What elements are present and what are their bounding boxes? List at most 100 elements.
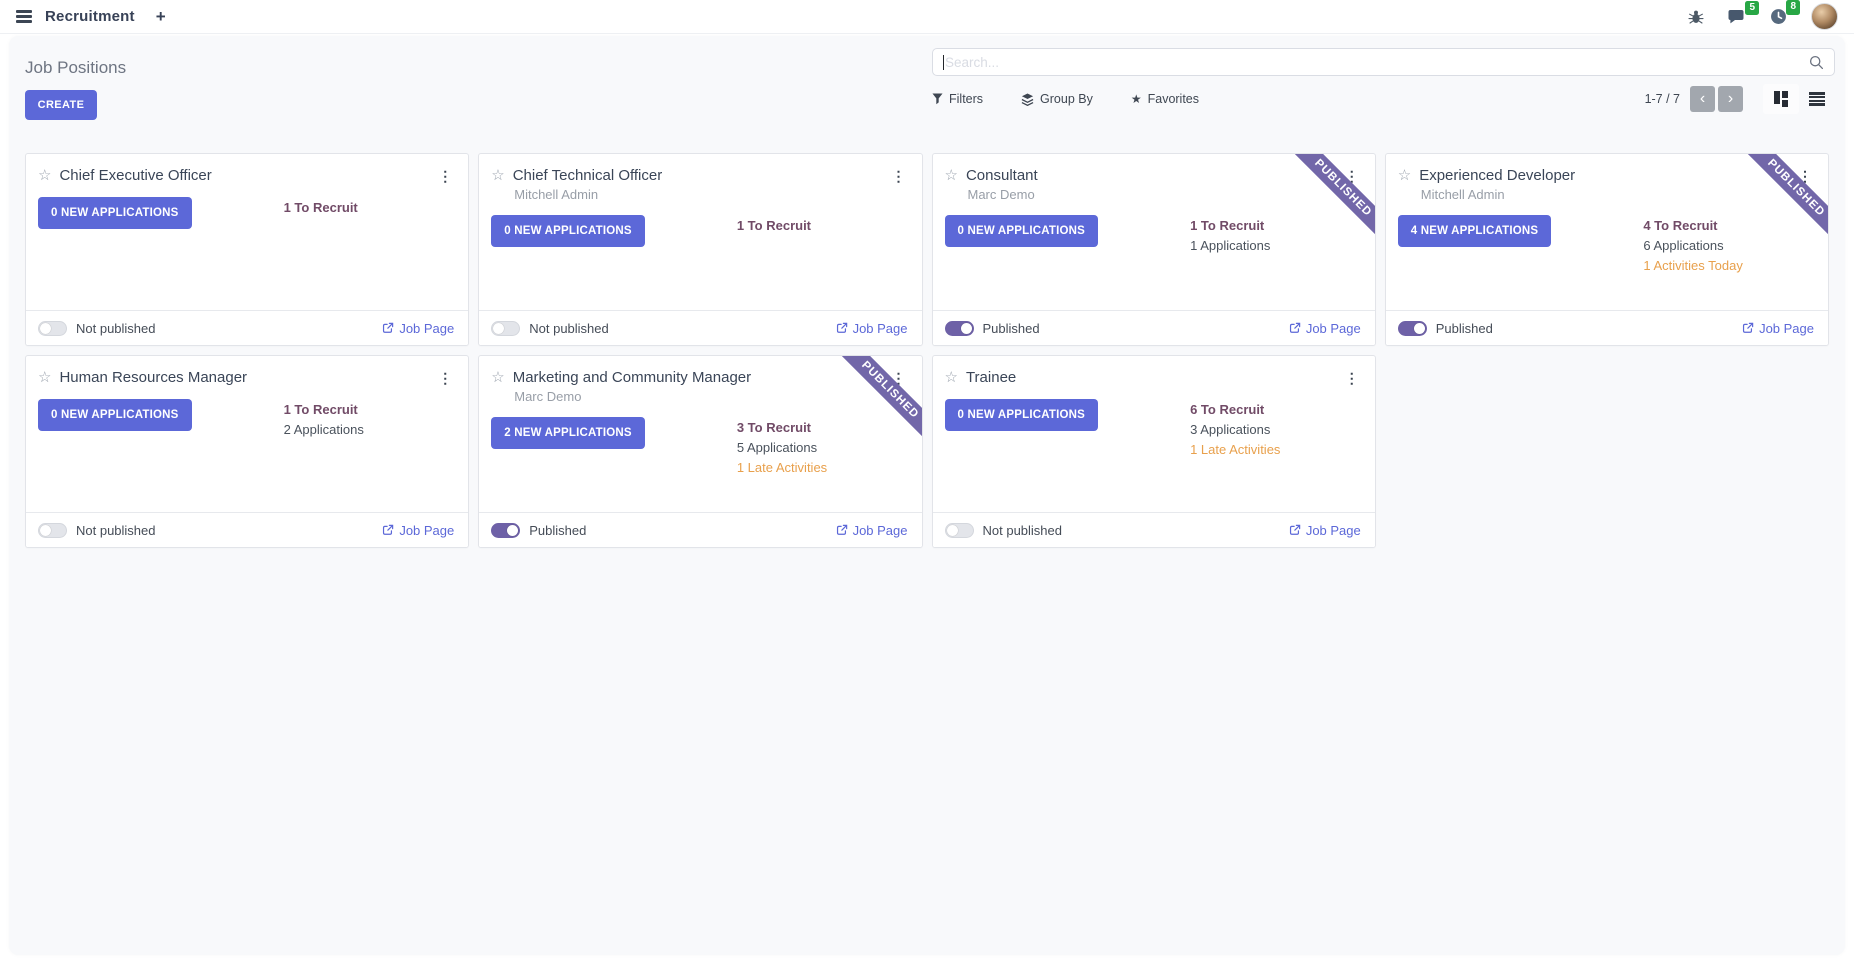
toggle-knob (946, 524, 958, 536)
favorite-star-icon[interactable]: ☆ (38, 369, 52, 386)
card-body: 4 NEW APPLICATIONS 4 To Recruit 6 Applic… (1386, 202, 1828, 310)
applications-count: 3 Applications (1190, 422, 1271, 438)
text-caret (943, 54, 944, 70)
publish-toggle[interactable] (491, 522, 521, 538)
activities-label: 1 Activities Today (1643, 258, 1743, 274)
new-applications-button[interactable]: 0 NEW APPLICATIONS (38, 197, 192, 229)
favorites-button[interactable]: ★ Favorites (1130, 92, 1200, 106)
kebab-menu-icon[interactable]: ⋮ (891, 369, 906, 386)
job-position-card[interactable]: ☆ Human Resources Manager ⋮ 0 NEW APPLIC… (25, 355, 470, 548)
applications-count: 6 Applications (1643, 238, 1724, 254)
apps-menu-icon[interactable] (16, 8, 32, 24)
job-page-link[interactable]: Job Page (1289, 523, 1361, 538)
favorite-star-icon[interactable]: ☆ (1397, 167, 1412, 184)
applications-count: 5 Applications (736, 440, 818, 456)
job-page-link[interactable]: Job Page (836, 523, 908, 538)
kebab-menu-icon[interactable]: ⋮ (891, 167, 906, 184)
job-page-label: Job Page (399, 320, 455, 336)
layers-icon (1021, 92, 1034, 106)
toggle-knob (493, 322, 505, 334)
publish-toggle[interactable] (944, 320, 974, 336)
publish-toggle[interactable] (491, 320, 521, 336)
job-position-card[interactable]: PUBLISHED ☆ Consultant ⋮ Marc Demo 0 NEW… (931, 153, 1376, 346)
favorite-star-icon[interactable]: ☆ (38, 167, 52, 184)
card-header: ☆ Human Resources Manager ⋮ (26, 356, 468, 386)
recruiter-name: Marc Demo (514, 389, 582, 404)
card-footer: Not published Job Page (26, 512, 469, 547)
filters-button[interactable]: Filters (932, 92, 983, 106)
job-position-card[interactable]: ☆ Trainee ⋮ 0 NEW APPLICATIONS 6 To Recr… (931, 355, 1376, 548)
star-icon: ★ (1130, 92, 1142, 106)
new-applications-button[interactable]: 0 NEW APPLICATIONS (944, 215, 1099, 247)
new-applications-button[interactable]: 2 NEW APPLICATIONS (491, 417, 645, 449)
favorite-star-icon[interactable]: ☆ (944, 167, 958, 184)
job-page-link[interactable]: Job Page (382, 321, 454, 336)
search-bar[interactable] (932, 48, 1835, 76)
pager: 1-7 / 7 ‹ › (1645, 84, 1835, 114)
kanban-view-button[interactable] (1763, 84, 1799, 114)
publish-toggle[interactable] (38, 320, 67, 336)
favorite-star-icon[interactable]: ☆ (491, 369, 505, 386)
publish-status-label: Not published (529, 320, 609, 336)
publish-toggle[interactable] (1397, 320, 1427, 336)
card-stats: 4 To Recruit 6 Applications 1 Activities… (1643, 215, 1814, 276)
job-title: Consultant (965, 167, 1038, 184)
card-header: ☆ Chief Executive Officer ⋮ (26, 154, 468, 184)
favorite-star-icon[interactable]: ☆ (491, 167, 505, 184)
publish-toggle[interactable] (944, 522, 974, 538)
kebab-menu-icon[interactable]: ⋮ (438, 369, 453, 386)
job-page-label: Job Page (852, 522, 908, 538)
job-position-card[interactable]: PUBLISHED ☆ Marketing and Community Mana… (478, 355, 923, 548)
favorite-star-icon[interactable]: ☆ (944, 369, 958, 386)
job-page-label: Job Page (399, 522, 455, 538)
new-applications-button[interactable]: 0 NEW APPLICATIONS (491, 215, 645, 247)
kebab-menu-icon[interactable]: ⋮ (1344, 167, 1359, 184)
control-panel: Job Positions CREATE Filters (9, 36, 1845, 120)
recruiter-name: Mitchell Admin (514, 187, 599, 202)
messages-menu[interactable]: 5 (1728, 0, 1759, 25)
kebab-menu-icon[interactable]: ⋮ (1344, 369, 1359, 386)
card-footer: Not published Job Page (479, 310, 922, 345)
activities-label: 1 Late Activities (736, 460, 828, 476)
job-position-card[interactable]: ☆ Chief Technical Officer ⋮ Mitchell Adm… (478, 153, 923, 346)
publish-status-label: Not published (982, 522, 1063, 538)
applications-count: 1 Applications (1190, 238, 1271, 254)
to-recruit-count: 1 To Recruit (1190, 218, 1265, 233)
pager-next-button[interactable]: › (1718, 86, 1743, 112)
funnel-icon (932, 93, 943, 105)
job-page-link[interactable]: Job Page (1289, 321, 1361, 336)
kebab-menu-icon[interactable]: ⋮ (438, 167, 453, 184)
card-header: ☆ Chief Technical Officer ⋮ (479, 154, 921, 184)
job-page-link[interactable]: Job Page (1742, 321, 1814, 336)
chat-bubble-icon (1728, 9, 1744, 23)
card-stats: 1 To Recruit 1 Applications (1190, 215, 1361, 256)
job-position-card[interactable]: PUBLISHED ☆ Experienced Developer ⋮ Mitc… (1384, 153, 1829, 346)
card-header: ☆ Marketing and Community Manager ⋮ (479, 356, 921, 386)
activities-menu[interactable]: 8 (1770, 0, 1800, 25)
to-recruit-count: 6 To Recruit (1190, 402, 1265, 417)
plus-icon[interactable]: + (155, 7, 166, 26)
bug-icon (1688, 10, 1704, 24)
job-page-label: Job Page (1759, 320, 1814, 336)
job-page-label: Job Page (1305, 320, 1361, 336)
create-button[interactable]: CREATE (25, 90, 97, 120)
app-name[interactable]: Recruitment (45, 8, 135, 25)
new-applications-button[interactable]: 0 NEW APPLICATIONS (944, 399, 1099, 431)
new-applications-button[interactable]: 0 NEW APPLICATIONS (38, 399, 192, 431)
job-position-card[interactable]: ☆ Chief Executive Officer ⋮ 0 NEW APPLIC… (25, 153, 470, 346)
search-icon[interactable] (1809, 55, 1824, 70)
search-input[interactable] (945, 54, 1809, 70)
kanban-icon (1774, 91, 1788, 107)
external-link-icon (836, 524, 847, 535)
user-avatar[interactable] (1811, 3, 1838, 30)
debug-bug-icon[interactable] (1688, 9, 1704, 25)
publish-toggle[interactable] (38, 522, 67, 538)
card-stats: 1 To Recruit (737, 215, 908, 236)
pager-previous-button[interactable]: ‹ (1690, 86, 1715, 112)
job-page-link[interactable]: Job Page (836, 321, 908, 336)
list-view-button[interactable] (1799, 84, 1835, 114)
kebab-menu-icon[interactable]: ⋮ (1798, 167, 1812, 184)
job-page-link[interactable]: Job Page (382, 523, 454, 538)
new-applications-button[interactable]: 4 NEW APPLICATIONS (1397, 215, 1552, 247)
group-by-button[interactable]: Group By (1021, 92, 1093, 106)
